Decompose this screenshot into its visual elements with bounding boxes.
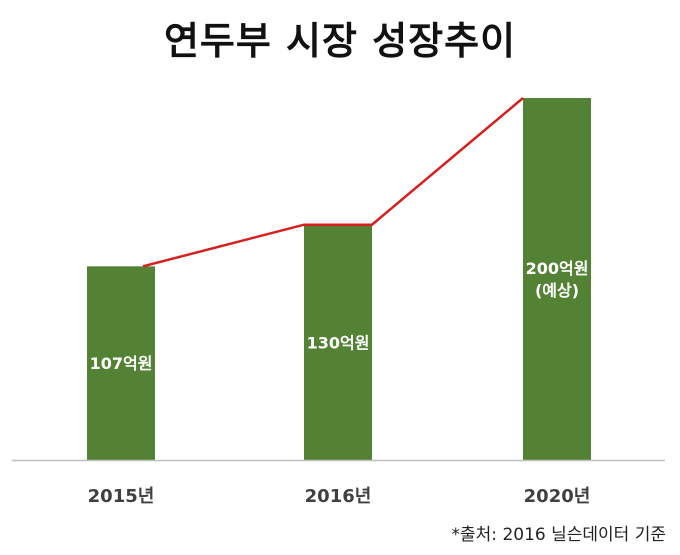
trend-line [142, 97, 524, 268]
data-label-2-0: 200억원 [526, 259, 589, 278]
x-tick-label-1: 2016년 [305, 486, 372, 507]
data-label-1-0: 130억원 [307, 333, 370, 352]
bar-1 [304, 224, 372, 460]
x-tick-label-0: 2015년 [88, 486, 155, 507]
x-tick-label-2: 2020년 [524, 486, 591, 507]
data-label-2-1: (예상) [535, 281, 579, 300]
data-label-0-0: 107억원 [90, 354, 153, 373]
bar-0 [87, 266, 155, 460]
source-note: *출처: 2016 닐슨데이터 기준 [451, 525, 666, 545]
chart-title: 연두부 시장 성장추이 [163, 19, 517, 63]
bar-2 [523, 98, 591, 460]
